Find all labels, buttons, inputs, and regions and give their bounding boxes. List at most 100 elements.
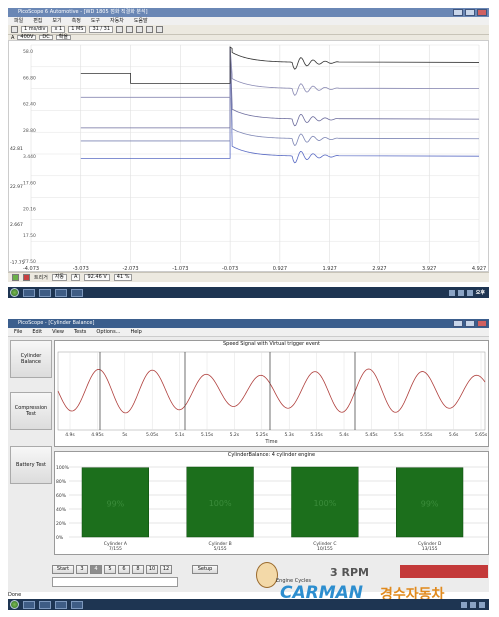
trigger-channel-select[interactable]: A — [71, 274, 81, 281]
zoom-out-icon[interactable] — [146, 26, 154, 33]
cylinder-bar — [186, 466, 254, 538]
cycle-count-button-12[interactable]: 12 — [160, 565, 172, 574]
x-tick-label: 5.4s — [339, 432, 349, 438]
trigger-mode-select[interactable]: 자동 — [51, 274, 68, 281]
stop-icon[interactable] — [23, 274, 30, 281]
menu-item[interactable]: 자동차 — [110, 18, 124, 24]
pointer-tool-icon[interactable] — [116, 26, 124, 33]
taskbar-pico-icon[interactable] — [71, 600, 83, 609]
close-button[interactable] — [477, 9, 487, 16]
y-tick-label: 60% — [56, 493, 67, 499]
channel-label: A — [11, 34, 15, 41]
y-tick-label: 20% — [56, 521, 67, 527]
tray-icon[interactable] — [466, 289, 473, 296]
scope-trace — [80, 46, 480, 98]
carman-logo: CARMAN — [280, 583, 364, 603]
compression-test-button[interactable]: Compression Test — [10, 392, 52, 430]
cycle-count-button-5[interactable]: 5 — [104, 565, 116, 574]
speed-signal-panel: Speed Signal with Virtual trigger event … — [54, 340, 489, 447]
run-icon[interactable] — [12, 274, 19, 281]
x-tick-label: 2.927 — [372, 266, 386, 271]
cycle-count-button-6[interactable]: 6 — [118, 565, 130, 574]
menu-item[interactable]: Tests — [73, 329, 87, 335]
menu-item[interactable]: 도구 — [90, 18, 101, 24]
x-tick-label: 5.35s — [310, 432, 323, 438]
battery-test-button[interactable]: Battery Test — [10, 446, 52, 484]
scope-view[interactable]: -4.073 -3.073 -2.073 -1.073 -0.073 0.927 1.927… — [8, 40, 489, 272]
y-channel-label: 17.50 — [23, 233, 36, 239]
taskbar-ie-icon[interactable] — [23, 288, 35, 297]
menu-item[interactable]: File — [14, 329, 23, 335]
timebase-select[interactable]: 1 ms/div — [21, 26, 49, 33]
top-window-titlebar: PicoScope 6 Automotive - [WD 1805 점화 직결화… — [8, 8, 489, 17]
tray-icon[interactable] — [448, 289, 455, 296]
range-select[interactable]: 400V — [17, 35, 37, 40]
cycle-count-button-8[interactable]: 8 — [132, 565, 144, 574]
bar-value-label: 99% — [106, 499, 124, 508]
maximize-button[interactable] — [465, 9, 475, 16]
taskbar-folder-icon[interactable] — [39, 288, 51, 297]
maximize-button[interactable] — [465, 320, 475, 327]
samples-select[interactable]: 1 MS — [68, 26, 87, 33]
menu-item[interactable]: View — [52, 329, 64, 335]
cycle-count-button-3[interactable]: 3 — [76, 565, 88, 574]
close-button[interactable] — [477, 320, 487, 327]
menu-item[interactable]: Help — [130, 329, 142, 335]
tray-icon[interactable] — [470, 601, 476, 608]
menu-item[interactable]: 도움말 — [133, 18, 148, 24]
taskbar-media-icon[interactable] — [55, 600, 67, 609]
hand-tool-icon[interactable] — [126, 26, 134, 33]
menu-item[interactable]: Options... — [96, 329, 121, 335]
x-tick-label: 1.927 — [323, 266, 337, 271]
tray-icon[interactable] — [461, 601, 467, 608]
cylinder-bar — [291, 466, 359, 538]
trigger-level-input[interactable]: 92.46 V — [84, 274, 110, 281]
menu-item[interactable]: 보기 — [52, 18, 62, 24]
start-orb-icon[interactable] — [10, 288, 19, 297]
filter-select[interactable]: 확율 — [55, 35, 71, 40]
category-count: 10/155 — [317, 546, 333, 552]
cylinder-bar — [81, 467, 149, 538]
start-orb-icon[interactable] — [10, 600, 19, 609]
taskbar-ie-icon[interactable] — [23, 600, 35, 609]
tray-icon[interactable] — [479, 601, 485, 608]
cycle-count-button-10[interactable]: 10 — [146, 565, 158, 574]
y-channel-label: 62.40 — [23, 102, 36, 108]
x-tick-label: -1.073 — [172, 266, 188, 271]
menu-item[interactable]: Edit — [32, 329, 43, 335]
rpm-display: 3 RPM — [330, 566, 369, 579]
y-tick-label: 0% — [56, 535, 64, 541]
pretrigger-input[interactable]: 41 % — [113, 274, 133, 281]
minimize-button[interactable] — [453, 9, 463, 16]
menu-item[interactable]: 측정 — [71, 18, 81, 24]
cylinder-balance-button[interactable]: Cylinder Balance — [10, 340, 52, 378]
taskbar-folder-icon[interactable] — [39, 600, 51, 609]
speed-signal-chart: 4.9s 4.95s 5s 5.05s 5.1s 5.15s 5.2s 5.25s 5.3s 5.… — [57, 351, 488, 445]
menu-item[interactable]: 파일 — [14, 18, 24, 24]
zoom-fit-icon[interactable] — [156, 26, 164, 33]
engine-cycles-label: Engine Cycles — [276, 578, 311, 584]
y-tick-label: 100% — [56, 465, 70, 471]
capture-counter[interactable]: 31 / 31 — [89, 26, 114, 33]
setup-button[interactable]: Setup — [192, 565, 218, 574]
speed-panel-title: Speed Signal with Virtual trigger event — [222, 341, 321, 347]
x-tick-label: 5.65s — [475, 432, 488, 438]
start-button[interactable]: Start — [52, 565, 74, 574]
minimize-button[interactable] — [453, 320, 463, 327]
cycle-count-button-4[interactable]: 4 — [90, 565, 102, 574]
x-tick-label: -3.073 — [73, 266, 89, 271]
taskbar-pico-icon[interactable] — [71, 288, 83, 297]
cylinder-balance-chart: 100% 80% 60% 40% 20% 0% 99% Cylinder A7/155 100%… — [56, 465, 488, 552]
menu-item[interactable]: 편집 — [33, 18, 43, 24]
taskbar-media-icon[interactable] — [55, 288, 67, 297]
tray-icon[interactable] — [457, 289, 464, 296]
x-tick-label: 5.45s — [365, 432, 378, 438]
y-channel-label: 20.16 — [23, 207, 36, 213]
bottom-controls: Start 3 4 5 6 8 10 12 Setup — [52, 565, 218, 574]
coupling-select[interactable]: DC — [39, 35, 53, 40]
zoom-select[interactable]: x 1 — [51, 26, 66, 33]
zoom-in-icon[interactable] — [136, 26, 144, 33]
progress-field — [52, 577, 178, 587]
system-tray: 오후 — [448, 289, 489, 296]
y-channel-label: 66.80 — [23, 75, 36, 81]
